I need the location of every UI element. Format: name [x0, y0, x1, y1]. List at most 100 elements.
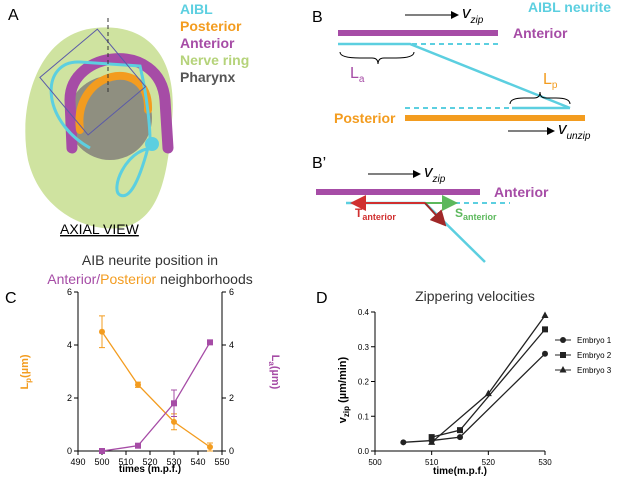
- aibl-soma: [145, 137, 159, 151]
- label: Santerior: [455, 206, 497, 222]
- y-tick-label: 4: [67, 340, 72, 350]
- panel-letter: B’: [312, 155, 326, 172]
- title-part: neighborhoods: [156, 271, 253, 287]
- label-part: L: [269, 355, 281, 362]
- x-tick-label: 500: [94, 457, 109, 467]
- x-tick-label: 550: [214, 457, 229, 467]
- y-tick-label: 0: [67, 446, 72, 456]
- point: [135, 381, 141, 388]
- point: [542, 326, 548, 333]
- legend-label: Embryo 3: [577, 366, 612, 375]
- x-tick-label: 520: [142, 457, 157, 467]
- brace: [339, 51, 415, 65]
- legend-label: Embryo 2: [577, 351, 612, 360]
- point: [542, 350, 548, 357]
- legend-marker: [560, 337, 566, 343]
- panel-b: B AIBL neurite vzip Anterior La Lp Poste…: [312, 0, 611, 142]
- y-tick-label: 2: [67, 393, 72, 403]
- point: [484, 389, 492, 397]
- legend-aibl: AIBL: [180, 1, 213, 17]
- x-tick-label: 510: [118, 457, 133, 467]
- x-tick-label: 520: [482, 458, 496, 467]
- label-part: a: [267, 361, 276, 366]
- point: [428, 434, 435, 441]
- posterior-bar: [405, 115, 585, 121]
- panel-letter: D: [316, 290, 328, 307]
- brace: [509, 91, 571, 105]
- series-line: [403, 353, 546, 443]
- aibl-neurite: [49, 60, 153, 198]
- y2-tick-label: 4: [229, 340, 234, 350]
- panel-letter: B: [312, 9, 323, 26]
- label: Anterior: [513, 25, 568, 41]
- legend-label: Embryo 1: [577, 336, 612, 345]
- point: [207, 444, 213, 451]
- y-tick-label: 0.0: [358, 447, 370, 456]
- chart-title: AIB neurite position in: [82, 252, 218, 268]
- point: [99, 328, 105, 335]
- label-part: zip: [342, 406, 351, 417]
- x-tick-label: 530: [166, 457, 181, 467]
- x-tick-label: 530: [538, 458, 552, 467]
- label: vunzip: [558, 119, 591, 142]
- point: [400, 439, 407, 446]
- series-line: [431, 328, 546, 438]
- y2-tick-label: 6: [229, 287, 234, 297]
- point: [99, 448, 105, 454]
- y-tick-label: 0.3: [358, 343, 370, 352]
- axis-label: Lp(µm): [19, 354, 33, 389]
- legend-nerve-ring: Nerve ring: [180, 52, 249, 68]
- y-tick-label: 0.2: [358, 378, 370, 387]
- point: [171, 418, 177, 425]
- panel-letter: A: [8, 7, 19, 24]
- label: Lp: [543, 71, 558, 91]
- force-arrow: [424, 202, 447, 227]
- anterior-neurite: [64, 53, 174, 154]
- point: [428, 438, 436, 445]
- panel-a: A AIBL Posterior Anterior Nerve ring Pha…: [8, 1, 249, 237]
- neurite: [338, 42, 571, 110]
- label: Tanterior: [355, 206, 396, 222]
- point: [171, 400, 177, 407]
- x-tick-label: 490: [70, 457, 85, 467]
- x-tick-label: 540: [190, 457, 205, 467]
- y2-tick-label: 0: [229, 446, 234, 456]
- point: [457, 434, 463, 441]
- label: Posterior: [334, 110, 396, 126]
- legend-posterior: Posterior: [180, 18, 242, 34]
- legend-anterior: Anterior: [180, 35, 235, 51]
- label: La: [350, 65, 365, 85]
- view-box: [39, 28, 147, 136]
- label-part: (µm): [19, 354, 31, 378]
- y2-tick-label: 2: [229, 393, 234, 403]
- chart-title: Zippering velocities: [415, 288, 535, 304]
- y-tick-label: 0.4: [358, 308, 370, 317]
- legend-marker: [560, 352, 566, 358]
- panel-letter: C: [5, 290, 17, 307]
- series-line: [101, 342, 211, 452]
- x-axis-label: times (m.p.f.): [119, 464, 181, 475]
- label-part: (µm/min): [337, 356, 349, 405]
- point: [135, 442, 141, 449]
- anterior-bar: [338, 30, 498, 36]
- legend-pharynx: Pharynx: [180, 69, 235, 85]
- chart-subtitle: Anterior/Posterior neighborhoods: [47, 271, 252, 287]
- axis-label: La(µm): [267, 355, 281, 390]
- y-tick-label: 0.1: [358, 412, 370, 421]
- title-part: Anterior/: [47, 271, 100, 287]
- point: [541, 311, 549, 318]
- label-part: (µm): [269, 366, 281, 390]
- series-line: [431, 315, 546, 443]
- x-tick-label: 510: [425, 458, 439, 467]
- label: AIBL neurite: [528, 0, 611, 15]
- point: [207, 339, 213, 346]
- caption: AXIAL VIEW: [60, 221, 140, 237]
- label: Anterior: [494, 184, 549, 200]
- series-line: [101, 331, 211, 448]
- title-part: Posterior: [100, 271, 156, 287]
- point: [457, 427, 463, 434]
- axis-label: vzip (µm/min): [337, 356, 351, 423]
- panel-b-prime: B’ vzip Anterior Tanterior Santerior: [312, 155, 549, 263]
- charts: C AIB neurite position in Anterior/Posteri…: [5, 252, 612, 477]
